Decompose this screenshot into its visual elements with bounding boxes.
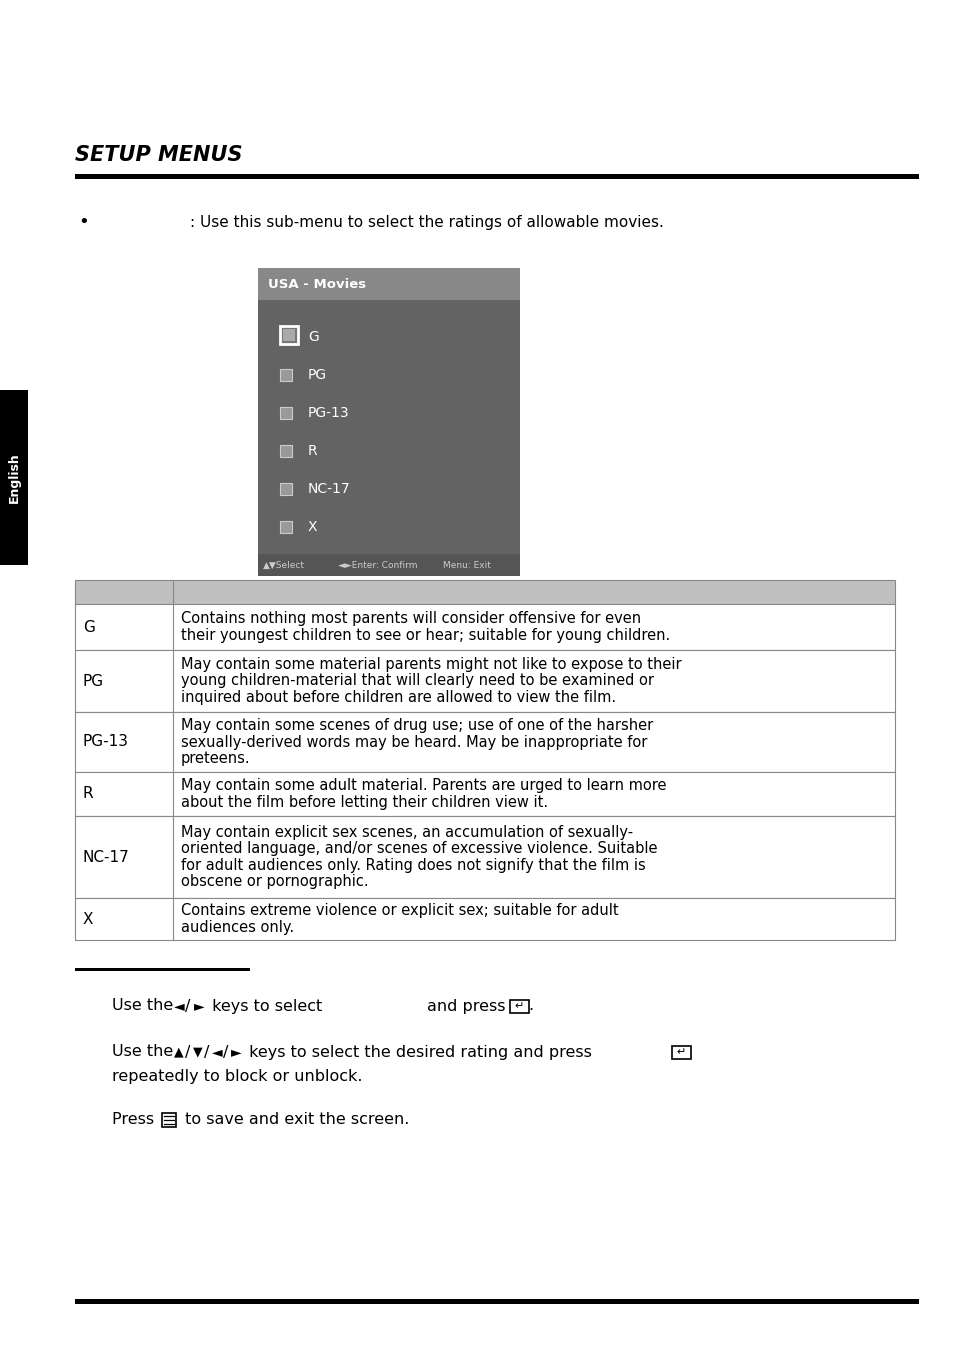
Bar: [75, 580, 894, 604]
Text: Use the: Use the: [112, 1045, 178, 1060]
Text: for adult audiences only. Rating does not signify that the film is: for adult audiences only. Rating does no…: [181, 857, 645, 873]
Bar: [280, 521, 292, 533]
Text: ▲▼Select: ▲▼Select: [263, 561, 305, 569]
Bar: [75, 898, 894, 940]
Text: May contain some material parents might not like to expose to their: May contain some material parents might …: [181, 657, 680, 672]
Text: Contains extreme violence or explicit sex; suitable for adult: Contains extreme violence or explicit se…: [181, 903, 618, 918]
Bar: [280, 483, 292, 495]
Text: : Use this sub-menu to select the ratings of allowable movies.: : Use this sub-menu to select the rating…: [190, 215, 663, 230]
Text: to save and exit the screen.: to save and exit the screen.: [180, 1113, 409, 1128]
Text: young children-material that will clearly need to be examined or: young children-material that will clearl…: [181, 673, 654, 688]
Text: ↵: ↵: [676, 1046, 685, 1057]
Text: Use the: Use the: [112, 999, 178, 1014]
Text: preteens.: preteens.: [181, 750, 251, 767]
Bar: [75, 604, 894, 650]
Text: ▲: ▲: [174, 1045, 184, 1059]
Bar: [280, 326, 297, 343]
Text: PG-13: PG-13: [308, 406, 349, 420]
Text: /: /: [223, 1045, 229, 1060]
Text: keys to select the desired rating and press: keys to select the desired rating and pr…: [244, 1045, 597, 1060]
Text: /: /: [185, 1045, 191, 1060]
Bar: [280, 407, 292, 419]
Text: G: G: [308, 330, 318, 343]
Text: R: R: [308, 443, 317, 458]
Text: ↵: ↵: [515, 1000, 523, 1011]
Text: ▼: ▼: [193, 1045, 203, 1059]
Bar: [280, 369, 292, 381]
Text: Press: Press: [112, 1113, 159, 1128]
Text: ◄►Enter: Confirm: ◄►Enter: Confirm: [337, 561, 417, 569]
Text: ◄: ◄: [212, 1045, 222, 1059]
Text: NC-17: NC-17: [308, 483, 351, 496]
Text: oriented language, and/or scenes of excessive violence. Suitable: oriented language, and/or scenes of exce…: [181, 841, 657, 856]
Text: sexually-derived words may be heard. May be inappropriate for: sexually-derived words may be heard. May…: [181, 734, 647, 749]
Text: obscene or pornographic.: obscene or pornographic.: [181, 875, 368, 890]
Text: May contain explicit sex scenes, an accumulation of sexually-: May contain explicit sex scenes, an accu…: [181, 825, 633, 840]
Text: R: R: [83, 787, 93, 802]
Text: ►: ►: [231, 1045, 241, 1059]
Text: May contain some scenes of drug use; use of one of the harsher: May contain some scenes of drug use; use…: [181, 718, 653, 733]
Text: inquired about before children are allowed to view the film.: inquired about before children are allow…: [181, 690, 616, 704]
Bar: [280, 445, 292, 457]
Bar: [257, 554, 519, 576]
Bar: [0, 389, 28, 565]
Bar: [75, 817, 894, 898]
Text: about the film before letting their children view it.: about the film before letting their chil…: [181, 795, 548, 810]
Bar: [510, 999, 529, 1013]
Text: Menu: Exit: Menu: Exit: [442, 561, 491, 569]
Bar: [75, 772, 894, 817]
Bar: [75, 174, 918, 178]
Text: PG-13: PG-13: [83, 734, 129, 749]
Text: PG: PG: [308, 368, 327, 383]
Bar: [162, 1113, 175, 1128]
Text: /: /: [185, 999, 191, 1014]
Text: their youngest children to see or hear; suitable for young children.: their youngest children to see or hear; …: [181, 627, 670, 642]
Text: repeatedly to block or unblock.: repeatedly to block or unblock.: [112, 1068, 362, 1083]
Bar: [75, 1299, 918, 1303]
Text: keys to select: keys to select: [207, 999, 322, 1014]
Text: NC-17: NC-17: [83, 849, 130, 864]
Text: •: •: [78, 214, 89, 231]
Text: Contains nothing most parents will consider offensive for even: Contains nothing most parents will consi…: [181, 611, 640, 626]
Text: .: .: [527, 999, 533, 1014]
Text: X: X: [83, 911, 93, 926]
Text: May contain some adult material. Parents are urged to learn more: May contain some adult material. Parents…: [181, 779, 666, 794]
Text: USA - Movies: USA - Movies: [268, 277, 366, 291]
Bar: [75, 650, 894, 713]
Bar: [75, 968, 250, 971]
Text: ►: ►: [193, 999, 204, 1013]
Text: ◄: ◄: [173, 999, 184, 1013]
Bar: [75, 713, 894, 772]
Text: /: /: [204, 1045, 210, 1060]
Text: G: G: [83, 619, 94, 634]
Bar: [257, 268, 519, 576]
Text: X: X: [308, 521, 317, 534]
Bar: [671, 1045, 690, 1059]
Bar: [283, 329, 294, 341]
Text: SETUP MENUS: SETUP MENUS: [75, 145, 242, 165]
Text: and press: and press: [427, 999, 510, 1014]
Bar: [257, 268, 519, 300]
Text: audiences only.: audiences only.: [181, 919, 294, 934]
Text: PG: PG: [83, 673, 104, 688]
Text: English: English: [8, 452, 20, 503]
